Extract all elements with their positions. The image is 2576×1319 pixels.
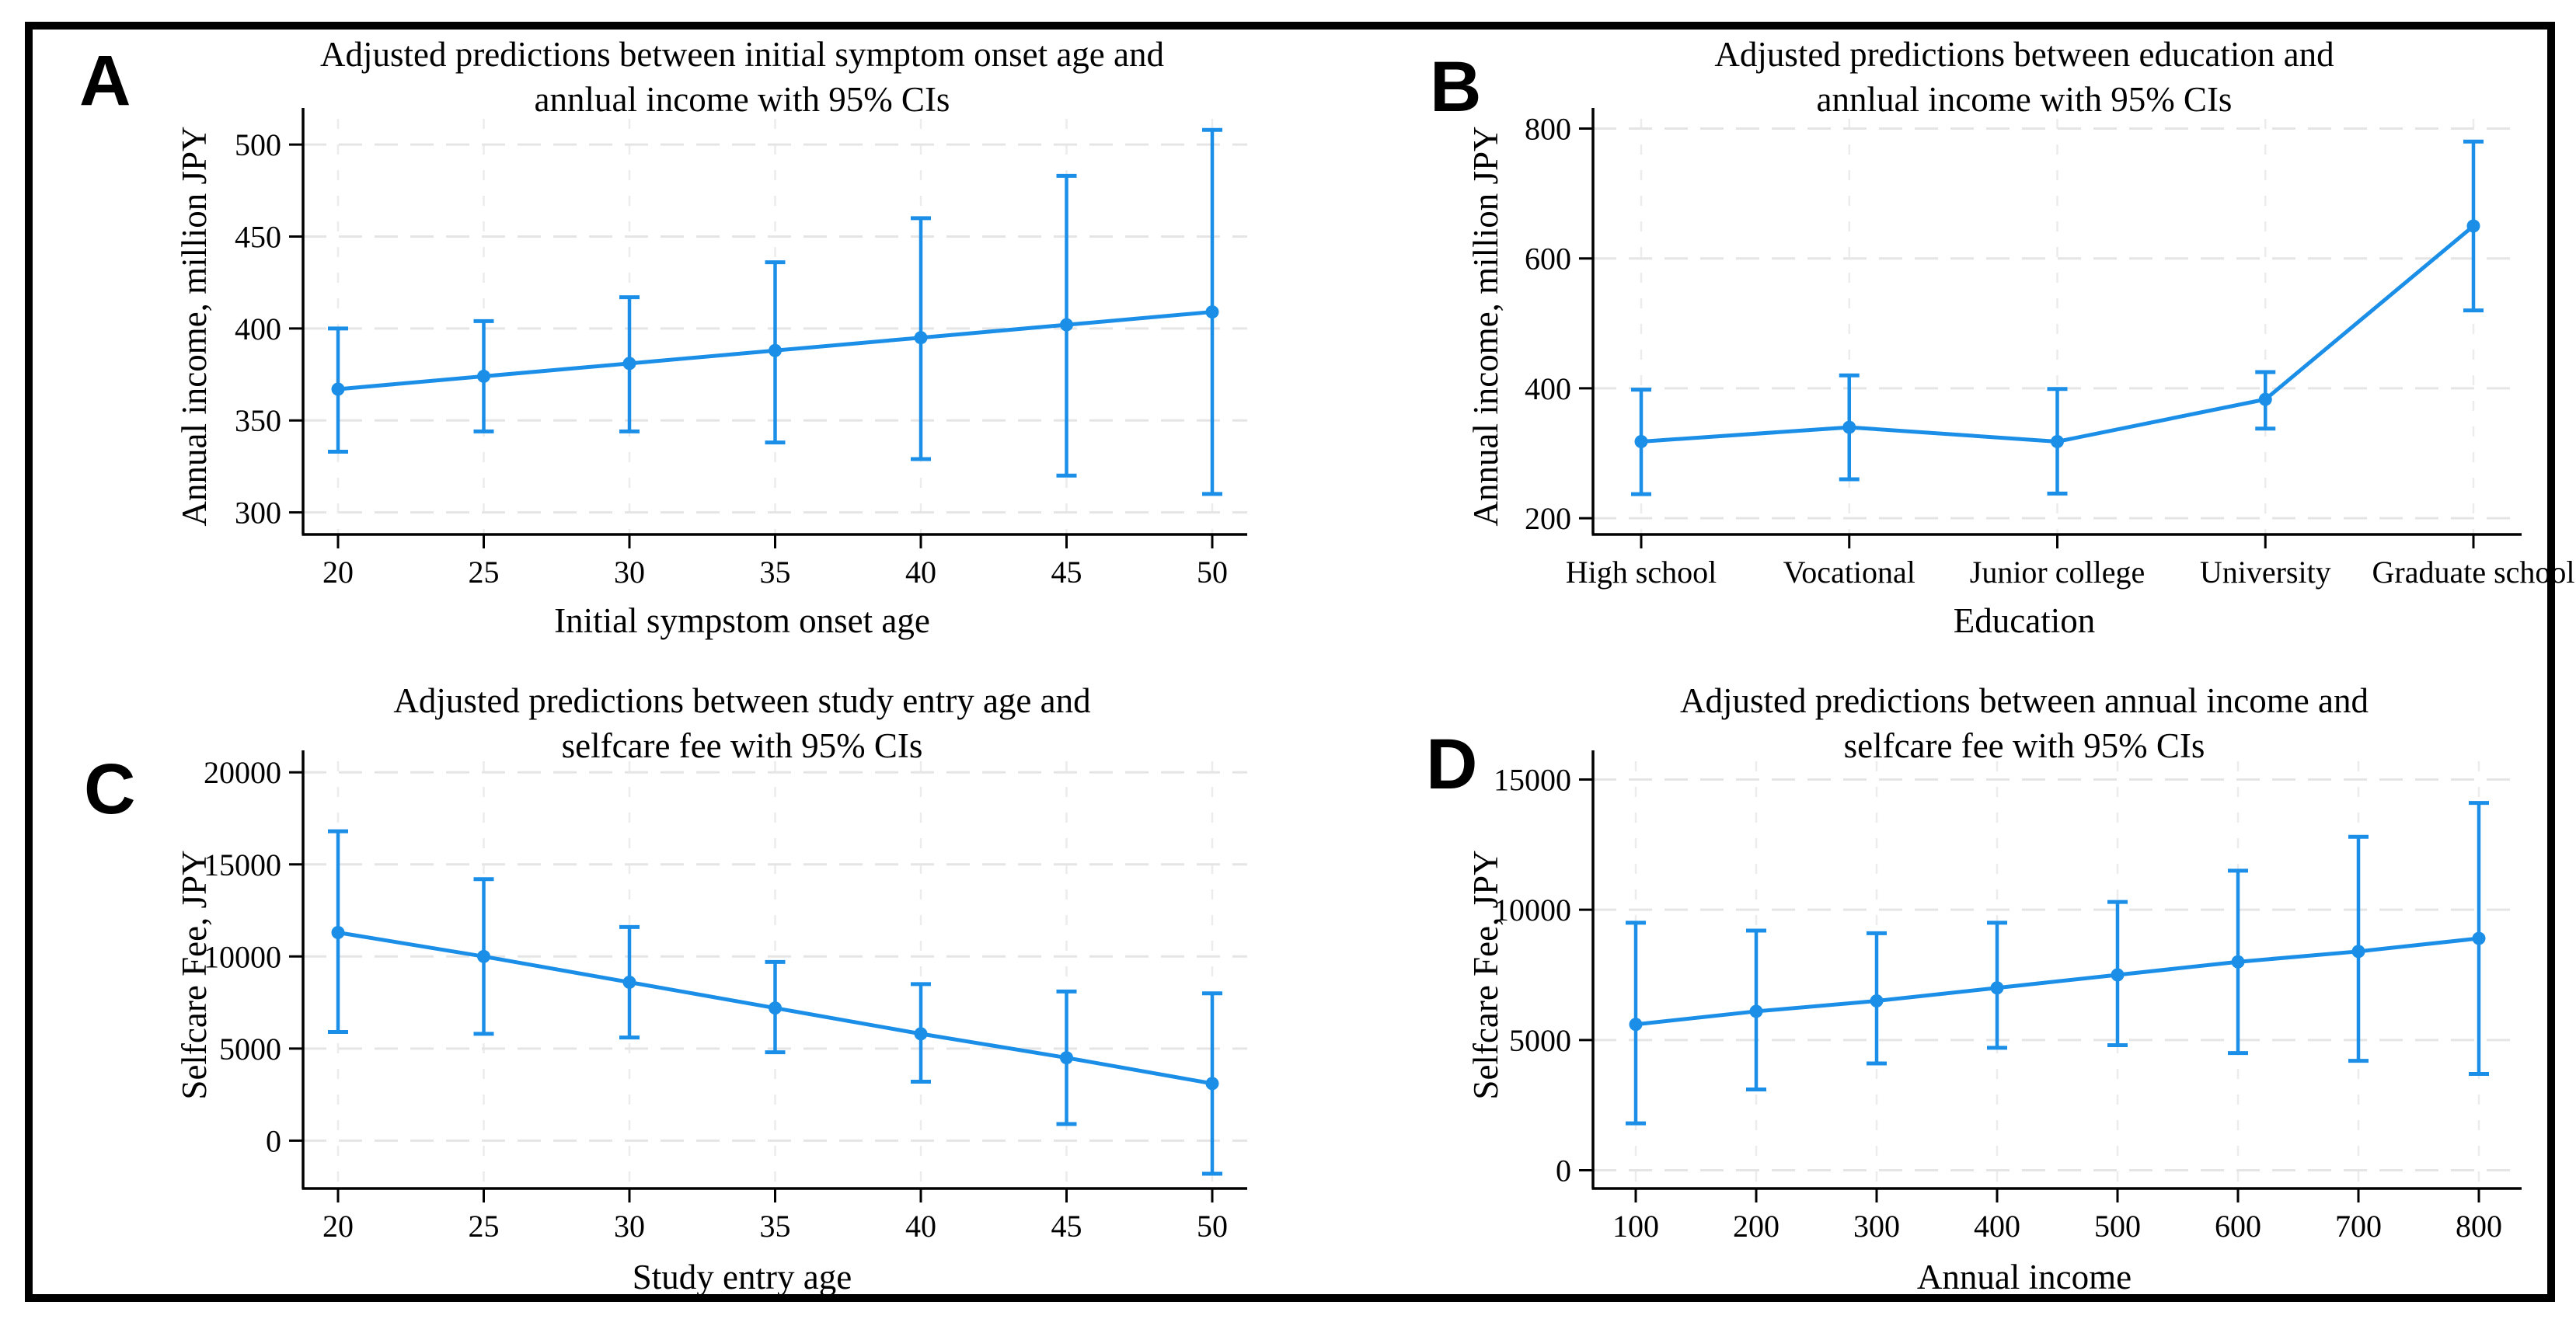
svg-text:40: 40	[905, 555, 936, 590]
figure-border	[25, 22, 2555, 1302]
svg-text:50: 50	[1197, 555, 1228, 590]
svg-text:15000: 15000	[1494, 762, 1571, 797]
svg-text:20000: 20000	[204, 755, 281, 790]
svg-text:40: 40	[905, 1209, 936, 1244]
svg-text:20: 20	[322, 1209, 354, 1244]
panel-c-plot: 0 5000 10000 15000 20000 20 25 30 35 40 45 50	[204, 750, 1247, 1244]
svg-text:600: 600	[1525, 242, 1571, 277]
panel-b-xlabel: Education	[1953, 601, 2096, 640]
panel-d-title: Adjusted predictions between annual inco…	[1508, 679, 2541, 768]
panel-b-title: Adjusted predictions between education a…	[1508, 33, 2541, 122]
svg-text:600: 600	[2215, 1209, 2261, 1244]
svg-text:30: 30	[614, 1209, 645, 1244]
svg-text:20: 20	[322, 555, 354, 590]
svg-text:200: 200	[1733, 1209, 1779, 1244]
panel-a-title-line2: annlual income with 95% CIs	[534, 79, 950, 119]
svg-text:10000: 10000	[204, 939, 281, 974]
panel-b-ylabel: Annual income, million JPY	[1466, 126, 1505, 527]
panel-a-plot: 300 350 400 450 500 20 25 30 35 40 45 50	[235, 108, 1247, 590]
svg-text:400: 400	[1974, 1209, 2020, 1244]
panel-d-title-line2: selfcare fee with 95% CIs	[1843, 726, 2205, 765]
panel-c-title-line1: Adjusted predictions between study entry…	[393, 681, 1091, 720]
svg-text:300: 300	[235, 496, 281, 531]
panel-a-ylabel: Annual income, million JPY	[175, 126, 214, 527]
svg-text:High school: High school	[1566, 555, 1717, 590]
svg-text:Junior college: Junior college	[1970, 555, 2146, 590]
svg-text:25: 25	[469, 1209, 500, 1244]
svg-text:35: 35	[760, 555, 791, 590]
panel-c-title: Adjusted predictions between study entry…	[218, 679, 1267, 768]
panel-a: A Adjusted predictions between initial s…	[31, 22, 1290, 674]
svg-text:30: 30	[614, 555, 645, 590]
svg-text:25: 25	[469, 555, 500, 590]
panel-c-letter: C	[84, 750, 136, 829]
panel-a-letter: A	[79, 41, 131, 120]
svg-text:10000: 10000	[1494, 893, 1571, 927]
svg-text:5000: 5000	[219, 1032, 281, 1067]
panel-d-ylabel: Selfcare Fee, JPY	[1466, 850, 1505, 1100]
svg-text:100: 100	[1612, 1209, 1659, 1244]
panel-b-plot: 200 400 600 800 High school Vocational Junior …	[1525, 108, 2575, 590]
panel-b-title-line1: Adjusted predictions between education a…	[1714, 35, 2334, 74]
svg-text:350: 350	[235, 403, 281, 438]
svg-text:800: 800	[2456, 1209, 2502, 1244]
svg-text:500: 500	[235, 127, 281, 162]
panel-d-plot: 0 5000 10000 15000 100 200 300 400 500 600 700 800	[1494, 750, 2522, 1244]
svg-text:800: 800	[1525, 112, 1571, 147]
svg-text:5000: 5000	[1509, 1023, 1571, 1058]
svg-text:450: 450	[235, 220, 281, 255]
svg-text:50: 50	[1197, 1209, 1228, 1244]
svg-text:500: 500	[2094, 1209, 2141, 1244]
svg-text:45: 45	[1051, 1209, 1082, 1244]
panel-c: C Adjusted predictions between study ent…	[31, 676, 1290, 1297]
panel-b: B Adjusted predictions between education…	[1352, 22, 2575, 674]
panel-c-title-line2: selfcare fee with 95% CIs	[561, 726, 923, 765]
panel-c-xlabel: Study entry age	[632, 1258, 852, 1296]
panel-d-xlabel: Annual income	[1916, 1258, 2132, 1296]
svg-text:45: 45	[1051, 555, 1082, 590]
svg-text:700: 700	[2335, 1209, 2382, 1244]
svg-text:University: University	[2200, 555, 2331, 590]
panel-a-xlabel: Initial sympstom onset age	[554, 601, 930, 640]
svg-text:300: 300	[1853, 1209, 1900, 1244]
panel-a-title: Adjusted predictions between initial sym…	[218, 33, 1267, 122]
panel-c-ylabel: Selfcare Fee, JPY	[175, 850, 214, 1100]
svg-text:200: 200	[1525, 501, 1571, 536]
panel-a-title-line1: Adjusted predictions between initial sym…	[319, 35, 1165, 74]
panel-d-title-line1: Adjusted predictions between annual inco…	[1680, 681, 2369, 720]
panel-b-letter: B	[1430, 47, 1482, 127]
svg-text:Graduate school: Graduate school	[2372, 555, 2574, 590]
panel-d-letter: D	[1426, 725, 1478, 804]
svg-text:400: 400	[235, 311, 281, 346]
panel-b-title-line2: annlual income with 95% CIs	[1816, 79, 2233, 119]
svg-text:0: 0	[266, 1123, 281, 1158]
svg-text:35: 35	[760, 1209, 791, 1244]
svg-text:0: 0	[1556, 1154, 1571, 1188]
panel-d: D Adjusted predictions between annual in…	[1352, 676, 2564, 1297]
svg-text:15000: 15000	[204, 847, 281, 882]
svg-text:Vocational: Vocational	[1783, 555, 1915, 590]
svg-text:400: 400	[1525, 371, 1571, 406]
